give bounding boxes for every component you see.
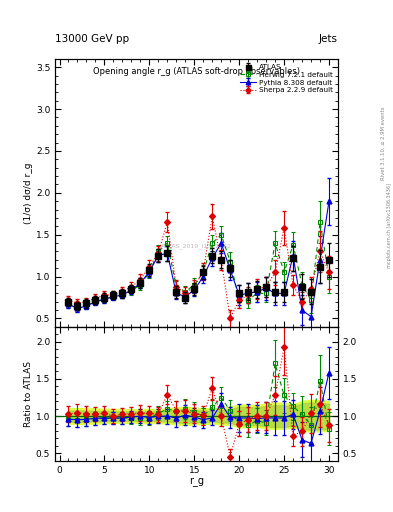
- Y-axis label: Ratio to ATLAS: Ratio to ATLAS: [24, 361, 33, 427]
- Text: 13000 GeV pp: 13000 GeV pp: [55, 33, 129, 44]
- Text: mcplots.cern.ch [arXiv:1306.3436]: mcplots.cern.ch [arXiv:1306.3436]: [387, 183, 391, 268]
- X-axis label: r_g: r_g: [189, 477, 204, 487]
- Y-axis label: (1/σ) dσ/d r_g: (1/σ) dσ/d r_g: [24, 162, 33, 224]
- Text: Jets: Jets: [319, 33, 338, 44]
- Text: Opening angle r_g (ATLAS soft-drop observables): Opening angle r_g (ATLAS soft-drop obser…: [93, 67, 300, 76]
- Text: ATLAS_2019_I1772062: ATLAS_2019_I1772062: [161, 244, 232, 249]
- Legend: ATLAS, Herwig 7.2.1 default, Pythia 8.308 default, Sherpa 2.2.9 default: ATLAS, Herwig 7.2.1 default, Pythia 8.30…: [239, 62, 334, 95]
- Text: Rivet 3.1.10, ≥ 2.9M events: Rivet 3.1.10, ≥ 2.9M events: [381, 106, 386, 180]
